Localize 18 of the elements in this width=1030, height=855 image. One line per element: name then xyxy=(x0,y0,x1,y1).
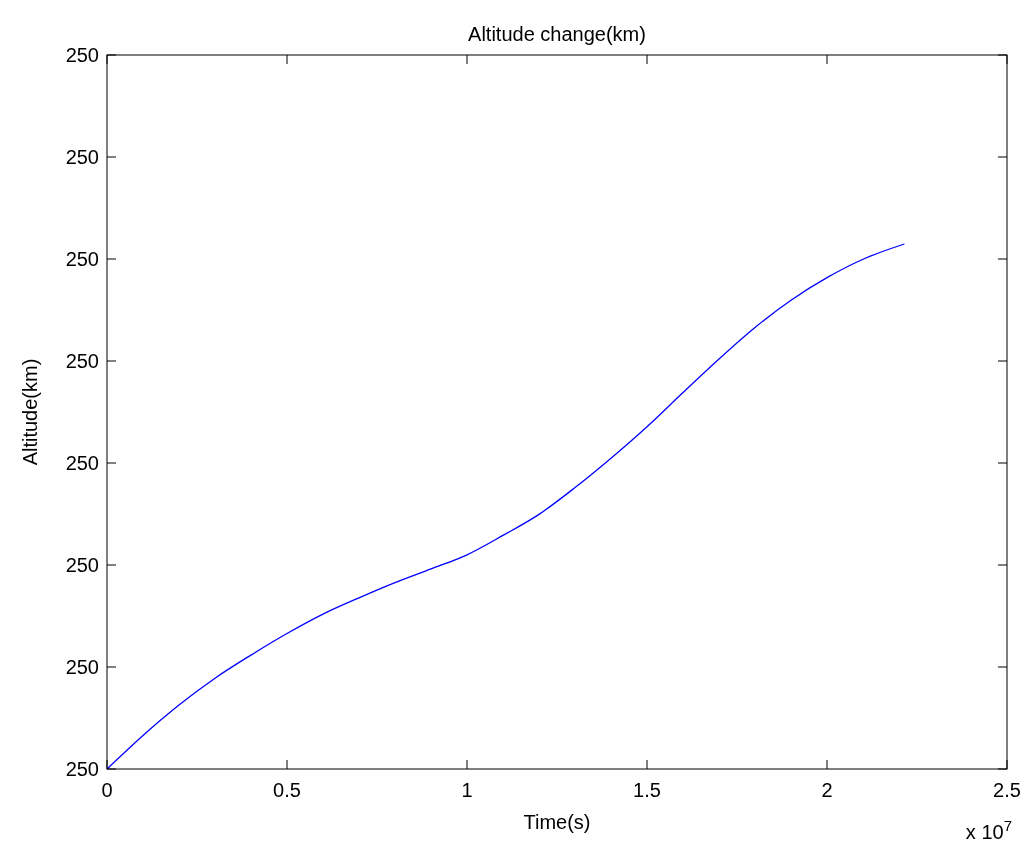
x-tick-label: 0 xyxy=(101,779,113,801)
x-tick-label: 2 xyxy=(821,779,833,801)
text: 250 xyxy=(65,350,99,372)
text: 250 xyxy=(65,758,99,780)
text: 250 xyxy=(65,452,99,474)
text: 250 xyxy=(65,248,99,270)
text: 250 xyxy=(65,146,99,168)
x-tick-label: 1 xyxy=(461,779,473,801)
x-tick-label: 2.5 xyxy=(993,779,1021,801)
x-tick-label: 0.5 xyxy=(273,779,301,801)
text: 250 xyxy=(65,44,99,66)
text: 250 xyxy=(65,656,99,678)
text: 250 xyxy=(65,554,99,576)
y-axis-title: Altitude(km) xyxy=(19,358,41,466)
text: x 10$^{7}$ xyxy=(965,816,1012,843)
chart-title: Altitude change(km) xyxy=(468,23,646,45)
x-tick-label: 1.5 xyxy=(633,779,661,801)
x-axis-title: Time(s) xyxy=(523,811,591,833)
